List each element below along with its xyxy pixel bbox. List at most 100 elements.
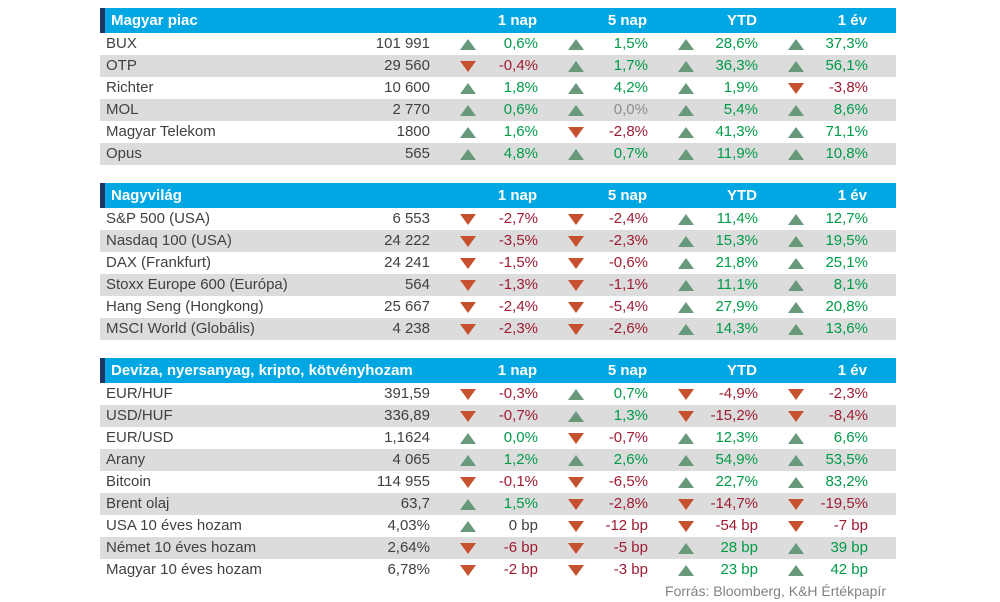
change-value: -2,6%	[608, 320, 648, 337]
instrument-value: 564	[404, 276, 430, 293]
up-arrow-icon	[788, 257, 804, 269]
up-arrow-icon	[788, 432, 804, 444]
change-value: -0,4%	[498, 57, 538, 74]
change-value: 54,9%	[715, 451, 758, 468]
instrument-value: 24 222	[384, 232, 430, 249]
tables-container: Magyar piac 1 nap 5 nap YTD 1 év BUX 101 991 0,…	[100, 8, 896, 581]
change-value: 6,6%	[833, 429, 868, 446]
down-arrow-icon	[568, 323, 584, 335]
table-row: USD/HUF 336,89 -0,7% 1,3% -15,2% -8,4%	[100, 405, 896, 427]
change-cell-1-év: 10,8%	[758, 143, 868, 165]
change-value: 0,0%	[503, 429, 538, 446]
instrument-value: 6 553	[392, 210, 430, 227]
instrument-value: 10 600	[384, 79, 430, 96]
up-arrow-icon	[678, 257, 694, 269]
down-arrow-icon	[460, 564, 476, 576]
down-arrow-icon	[460, 301, 476, 313]
up-arrow-icon	[568, 454, 584, 466]
down-arrow-icon	[678, 410, 694, 422]
up-arrow-icon	[678, 213, 694, 225]
change-cell-1-nap: 1,6%	[430, 121, 538, 143]
up-arrow-icon	[678, 104, 694, 116]
change-cell-1-év: 71,1%	[758, 121, 868, 143]
change-value: 21,8%	[715, 254, 758, 271]
instrument-name: MSCI World (Globális)	[106, 320, 255, 337]
down-arrow-icon	[788, 498, 804, 510]
table-row: Német 10 éves hozam 2,64% -6 bp -5 bp 28 bp 3…	[100, 537, 896, 559]
change-value: -2,8%	[608, 495, 648, 512]
change-value: -7 bp	[833, 517, 868, 534]
change-cell-ytd: -4,9%	[648, 383, 758, 405]
down-arrow-icon	[568, 257, 584, 269]
column-header-1-nap: 1 nap	[497, 12, 537, 29]
up-arrow-icon	[788, 279, 804, 291]
up-arrow-icon	[568, 410, 584, 422]
table-row: Brent olaj 63,7 1,5% -2,8% -14,7% -19,5%	[100, 493, 896, 515]
change-value: 1,7%	[613, 57, 648, 74]
instrument-name: EUR/USD	[106, 429, 174, 446]
up-arrow-icon	[568, 104, 584, 116]
change-value: 12,7%	[825, 210, 868, 227]
change-value: 28,6%	[715, 35, 758, 52]
change-value: -0,7%	[608, 429, 648, 446]
up-arrow-icon	[678, 235, 694, 247]
instrument-value: 114 955	[376, 473, 430, 490]
down-arrow-icon	[460, 235, 476, 247]
instrument-name: USA 10 éves hozam	[106, 517, 242, 534]
instrument-name: S&P 500 (USA)	[106, 210, 210, 227]
change-cell-ytd: 41,3%	[648, 121, 758, 143]
up-arrow-icon	[460, 38, 476, 50]
table-row: BUX 101 991 0,6% 1,5% 28,6% 37,3%	[100, 33, 896, 55]
instrument-value: 1,1624	[384, 429, 430, 446]
change-value: 22,7%	[715, 473, 758, 490]
instrument-value: 1800	[396, 123, 430, 140]
up-arrow-icon	[460, 454, 476, 466]
change-value: 25,1%	[825, 254, 868, 271]
change-value: -8,4%	[828, 407, 868, 424]
up-arrow-icon	[678, 148, 694, 160]
change-cell-ytd: 11,4%	[648, 208, 758, 230]
column-header-1-év: 1 év	[837, 187, 867, 204]
change-value: 83,2%	[825, 473, 868, 490]
up-arrow-icon	[678, 564, 694, 576]
down-arrow-icon	[568, 542, 584, 554]
change-cell-1-nap: -2,4%	[430, 296, 538, 318]
change-value: 11,1%	[716, 276, 758, 293]
table-header: Deviza, nyersanyag, kripto, kötvényhozam…	[100, 358, 896, 383]
instrument-name: Opus	[106, 145, 142, 162]
change-value: 39 bp	[830, 539, 868, 556]
up-arrow-icon	[788, 104, 804, 116]
change-cell-1-nap: -2,3%	[430, 318, 538, 340]
instrument-value: 391,59	[384, 385, 430, 402]
change-cell-1-év: 6,6%	[758, 427, 868, 449]
change-cell-1-nap: -0,4%	[430, 55, 538, 77]
change-value: 11,9%	[716, 145, 758, 162]
change-cell-ytd: -15,2%	[648, 405, 758, 427]
change-cell-5-nap: 1,3%	[538, 405, 648, 427]
table-row: Arany 4 065 1,2% 2,6% 54,9% 53,5%	[100, 449, 896, 471]
change-value: -0,3%	[498, 385, 538, 402]
change-value: -19,5%	[820, 495, 868, 512]
table-header: Magyar piac 1 nap 5 nap YTD 1 év	[100, 8, 896, 33]
change-value: 28 bp	[720, 539, 758, 556]
change-cell-1-év: 37,3%	[758, 33, 868, 55]
change-value: -2,3%	[608, 232, 648, 249]
change-cell-5-nap: -5,4%	[538, 296, 648, 318]
change-cell-ytd: 11,1%	[648, 274, 758, 296]
change-value: 14,3%	[715, 320, 758, 337]
change-value: -0,7%	[498, 407, 538, 424]
up-arrow-icon	[678, 38, 694, 50]
up-arrow-icon	[568, 388, 584, 400]
change-cell-ytd: 27,9%	[648, 296, 758, 318]
change-cell-1-nap: 1,8%	[430, 77, 538, 99]
change-cell-ytd: -54 bp	[648, 515, 758, 537]
change-cell-1-nap: -0,7%	[430, 405, 538, 427]
change-value: -2,8%	[608, 123, 648, 140]
change-cell-1-nap: 1,5%	[430, 493, 538, 515]
change-value: -5,4%	[608, 298, 648, 315]
change-cell-5-nap: 1,5%	[538, 33, 648, 55]
column-header-1-év: 1 év	[837, 12, 867, 29]
change-cell-5-nap: -6,5%	[538, 471, 648, 493]
down-arrow-icon	[788, 520, 804, 532]
